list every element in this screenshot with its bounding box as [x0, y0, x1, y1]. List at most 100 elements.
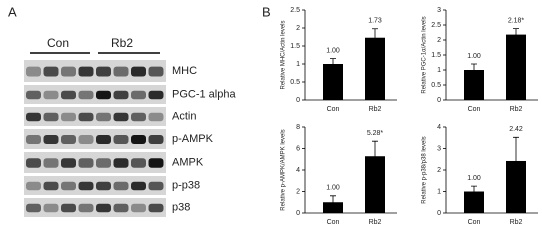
x-tick-label: Con — [468, 106, 481, 113]
value-label: 1.00 — [326, 47, 340, 54]
blot-band — [43, 181, 59, 191]
blot-band — [96, 181, 111, 191]
blot-strip — [24, 85, 166, 104]
row-label: AMPK — [172, 156, 204, 168]
y-tick-label: 3 — [437, 145, 441, 152]
blot-band — [113, 90, 129, 100]
blot-band — [113, 203, 129, 213]
blot-band — [61, 66, 76, 77]
row-label: p-p38 — [172, 179, 200, 191]
blot-band — [78, 135, 94, 144]
blot-strip — [24, 152, 166, 173]
blot-band — [26, 90, 41, 100]
value-label: 1.73 — [368, 18, 382, 25]
y-tick-label: 0.5 — [290, 79, 300, 86]
blot-band — [113, 66, 129, 77]
blot-band — [26, 135, 41, 144]
x-tick-label: Rb2 — [369, 106, 382, 113]
row-label: p38 — [172, 201, 190, 213]
blot-band — [131, 181, 146, 191]
value-label: 1.00 — [326, 185, 340, 192]
group-label: Rb2 — [111, 36, 133, 50]
group-label: Con — [47, 36, 69, 50]
blot-band — [96, 66, 111, 77]
blot-band — [61, 112, 76, 122]
blot-band — [43, 158, 59, 168]
blot-band — [78, 203, 94, 213]
blot-band — [96, 90, 111, 100]
y-tick-label: 2.5 — [431, 22, 441, 29]
value-label: 2.42 — [509, 126, 523, 133]
bar — [506, 160, 526, 213]
blot-band — [148, 66, 164, 77]
y-tick-label: 4 — [296, 167, 300, 174]
blot-band — [131, 135, 146, 144]
y-tick-label: 3 — [437, 7, 441, 14]
value-label: 1.00 — [467, 175, 481, 182]
blot-strip — [24, 198, 166, 217]
blot-band — [26, 203, 41, 213]
blot-band — [26, 181, 41, 191]
x-tick-label: Rb2 — [369, 219, 382, 226]
row-label: MHC — [172, 65, 197, 77]
blot-strip — [24, 129, 166, 149]
blot-band — [43, 66, 59, 77]
bar — [365, 37, 385, 100]
row-label: PGC-1 alpha — [172, 88, 236, 100]
x-tick-label: Con — [468, 219, 481, 226]
y-tick-label: 1 — [437, 188, 441, 195]
panel-label: B — [262, 4, 271, 19]
blot-band — [131, 112, 146, 122]
blot-band — [96, 203, 111, 213]
blot-band — [131, 66, 146, 77]
figure: A B Con Rb2 MHC PGC-1 alpha Actin p-AMPK AMP… — [8, 4, 538, 226]
y-tick-label: 2.5 — [290, 7, 300, 14]
blot-band — [61, 203, 76, 213]
blot-strip — [24, 107, 166, 126]
bar — [506, 34, 526, 100]
y-tick-label: 0 — [437, 210, 441, 217]
value-label: 1.00 — [467, 53, 481, 60]
blot-band — [131, 203, 146, 213]
blot-band — [78, 181, 94, 191]
blot-band — [43, 203, 59, 213]
y-tick-label: 8 — [296, 124, 300, 131]
y-tick-label: 1.5 — [431, 52, 441, 59]
blot-band — [43, 135, 59, 144]
blot-band — [26, 158, 41, 168]
y-axis-label: Relative p-AMPK/AMPK levels — [281, 129, 287, 210]
blot-band — [148, 181, 164, 191]
blot-band — [96, 158, 111, 168]
x-tick-label: Con — [327, 106, 340, 113]
error-bar — [372, 140, 378, 172]
blot-band — [26, 66, 41, 77]
bar — [323, 64, 343, 100]
y-tick-label: 1 — [296, 61, 300, 68]
blot-band — [61, 90, 76, 100]
blot-band — [61, 135, 76, 144]
blot-band — [148, 90, 164, 100]
blot-band — [131, 90, 146, 100]
blot-band — [96, 112, 111, 122]
blot-band — [148, 135, 164, 144]
y-axis-label: Relative PGC-1α/Actin levels — [422, 16, 428, 93]
y-tick-label: 6 — [296, 145, 300, 152]
error-bar — [330, 195, 336, 210]
value-label: 5.28* — [367, 130, 384, 137]
blot-band — [43, 90, 59, 100]
y-tick-label: 2 — [296, 25, 300, 32]
x-tick-label: Rb2 — [510, 106, 523, 113]
y-tick-label: 1 — [437, 67, 441, 74]
error-bar — [330, 58, 336, 70]
error-bar — [471, 63, 477, 77]
bar — [464, 70, 484, 100]
blot-band — [113, 112, 129, 122]
error-bar — [471, 185, 477, 198]
blot-band — [26, 112, 41, 122]
blot-band — [96, 135, 111, 144]
blot-band — [148, 203, 164, 213]
value-label: 2.18* — [508, 17, 525, 24]
error-bar — [513, 136, 519, 186]
y-tick-label: 0.5 — [431, 82, 441, 89]
y-tick-label: 0 — [296, 97, 300, 104]
